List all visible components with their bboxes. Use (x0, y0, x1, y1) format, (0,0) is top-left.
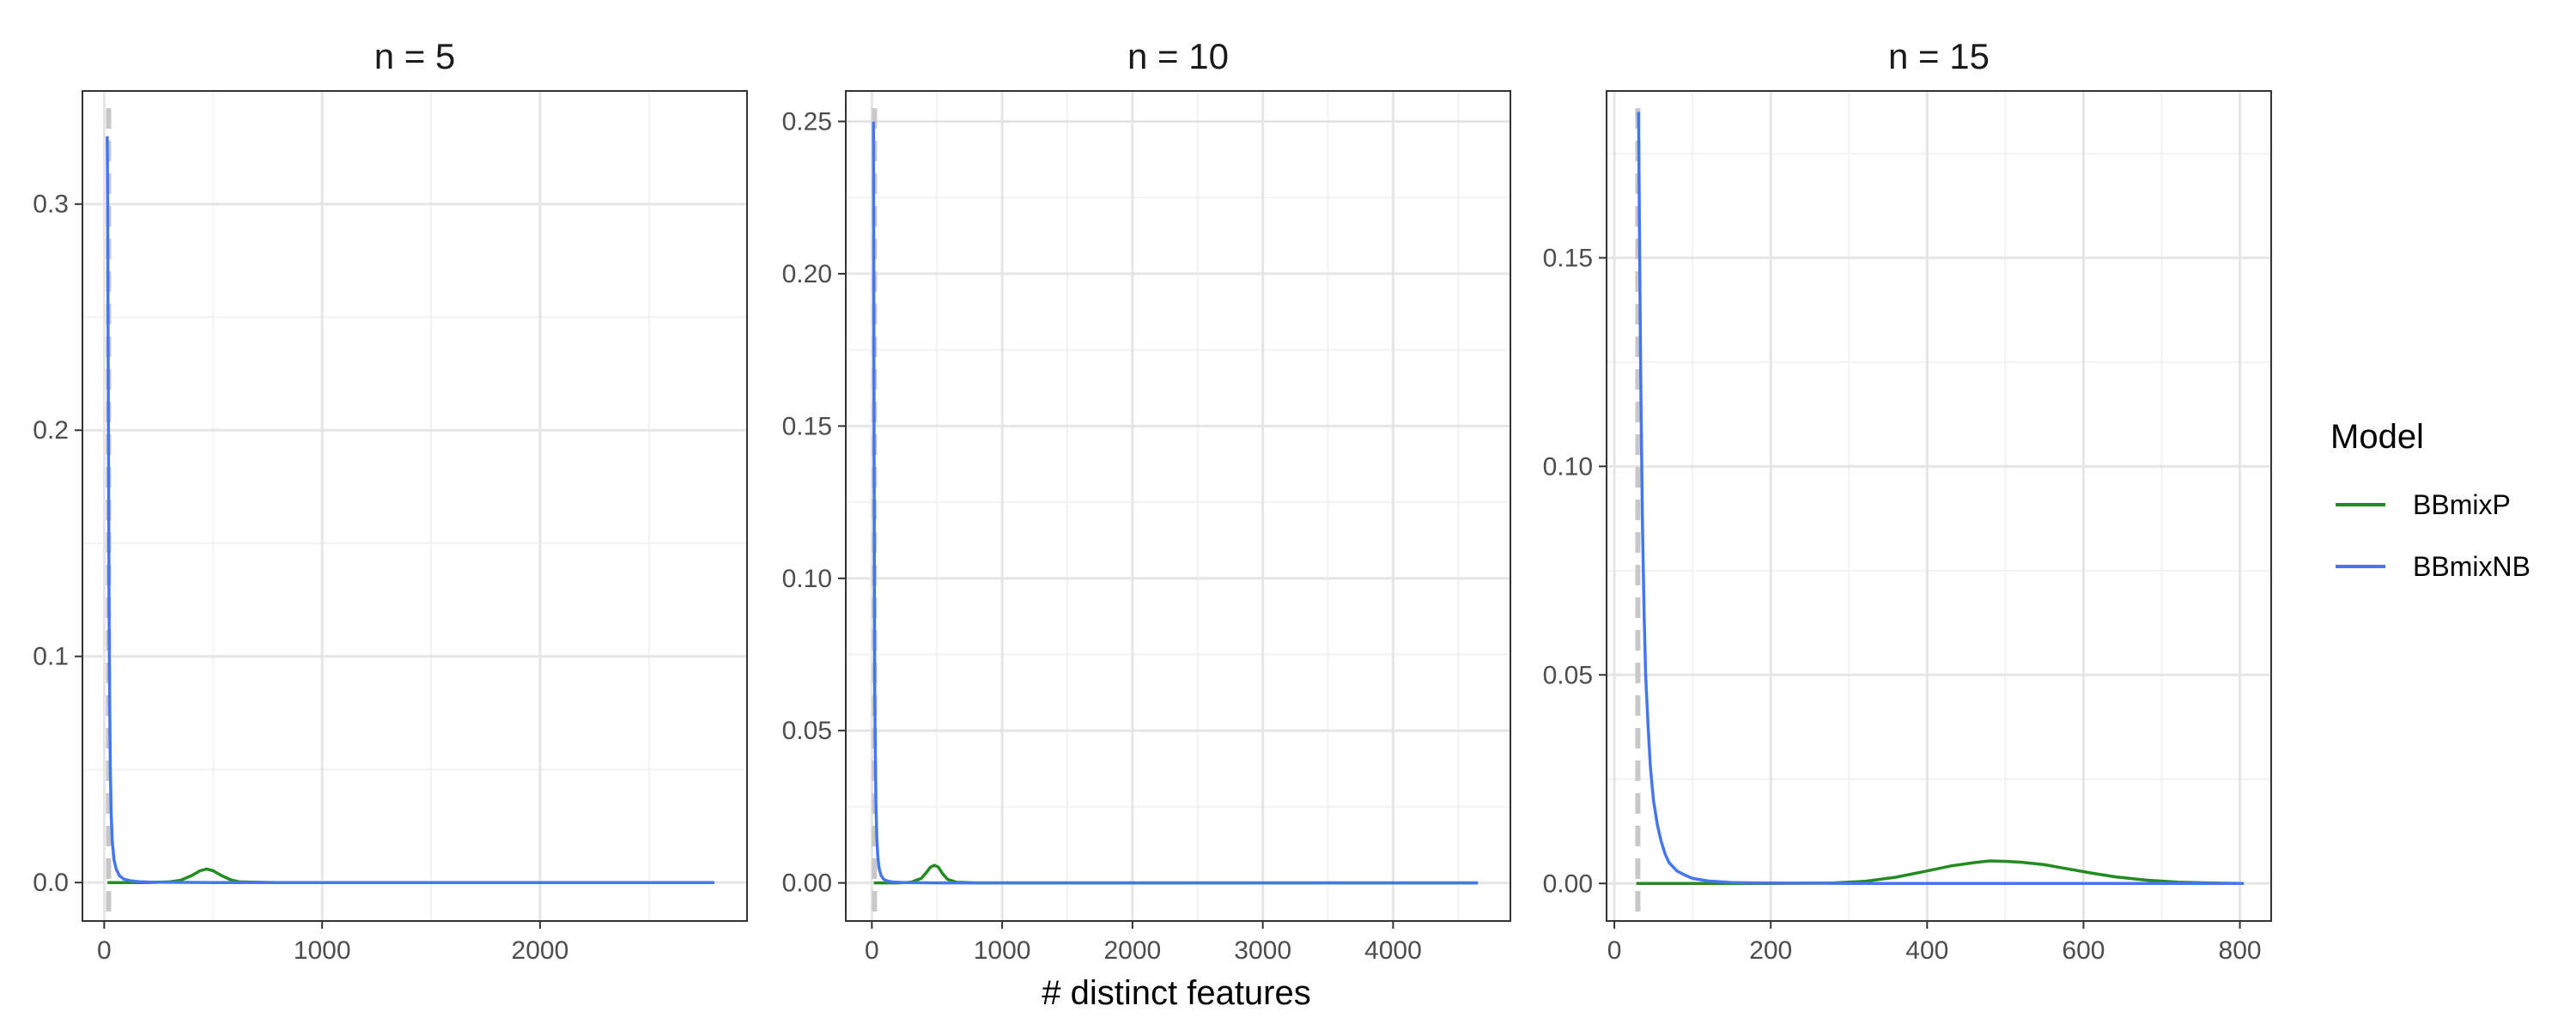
panel-background (846, 91, 1510, 921)
y-tick-label: 0.05 (1543, 661, 1593, 689)
x-tick-label: 600 (2062, 936, 2105, 965)
x-tick-label: 2000 (512, 936, 569, 965)
x-tick-label: 0 (97, 936, 112, 965)
panel-border (82, 90, 748, 922)
y-tick-label: 0.10 (1543, 452, 1593, 481)
x-tick-label: 800 (2219, 936, 2262, 965)
y-tick-label: 0.05 (782, 717, 832, 745)
panel-background (1607, 91, 2271, 921)
series-line-bbmixnb (1637, 112, 2245, 886)
y-tick-label: 0.3 (33, 191, 69, 219)
legend-title: Model (2330, 418, 2424, 456)
panel-strip-title: n = 10 (1127, 36, 1229, 76)
y-tick-label: 0.00 (782, 869, 832, 898)
x-tick-label: 200 (1749, 936, 1792, 965)
panel-strip-title: n = 15 (1888, 36, 1990, 76)
y-tick-label: 0.1 (33, 643, 69, 671)
x-tick-label: 3000 (1234, 936, 1291, 965)
series-line-bbmixnb (872, 121, 1479, 885)
panel-data-layer (1635, 108, 2245, 921)
y-tick-label: 0.20 (782, 260, 832, 288)
x-tick-label: 1000 (974, 936, 1031, 965)
y-tick-label: 0.10 (782, 565, 832, 593)
y-tick-label: 0.00 (1543, 869, 1593, 898)
panel-3: 0 200 400 600 800 0.00 0.05 0.10 0.15 n = 15 (1543, 36, 2272, 965)
panel-strip-title: n = 5 (374, 36, 456, 76)
legend: Model BBmixP BBmixNB (2330, 418, 2530, 582)
x-axis-title: # distinct features (1042, 974, 1311, 1012)
panel-background (82, 91, 747, 921)
x-tick-label: 400 (1905, 936, 1948, 965)
panel-data-layer (872, 108, 1479, 921)
legend-label-bbmixnb: BBmixNB (2413, 551, 2530, 582)
legend-label-bbmixp: BBmixP (2413, 489, 2511, 520)
y-tick-label: 0.0 (33, 869, 69, 897)
panel-border (1606, 90, 2272, 922)
panel-border (845, 90, 1511, 922)
x-tick-label: 0 (865, 936, 879, 965)
y-tick-label: 0.15 (1543, 244, 1593, 272)
x-tick-label: 4000 (1364, 936, 1422, 965)
panel-1: 0 1000 2000 0.0 0.1 0.2 0.3 n = 5 (33, 36, 748, 965)
y-tick-label: 0.2 (33, 416, 69, 445)
x-tick-label: 2000 (1104, 936, 1162, 965)
panel-2: 0 1000 2000 3000 4000 0.00 0.05 0.10 0.15 0.20 0.2… (782, 36, 1511, 965)
y-tick-label: 0.15 (782, 412, 832, 440)
panel-data-layer (106, 108, 714, 921)
x-tick-label: 1000 (294, 936, 351, 965)
series-line-bbmixnb (106, 136, 714, 884)
y-tick-label: 0.25 (782, 107, 832, 136)
x-tick-label: 0 (1607, 936, 1622, 965)
